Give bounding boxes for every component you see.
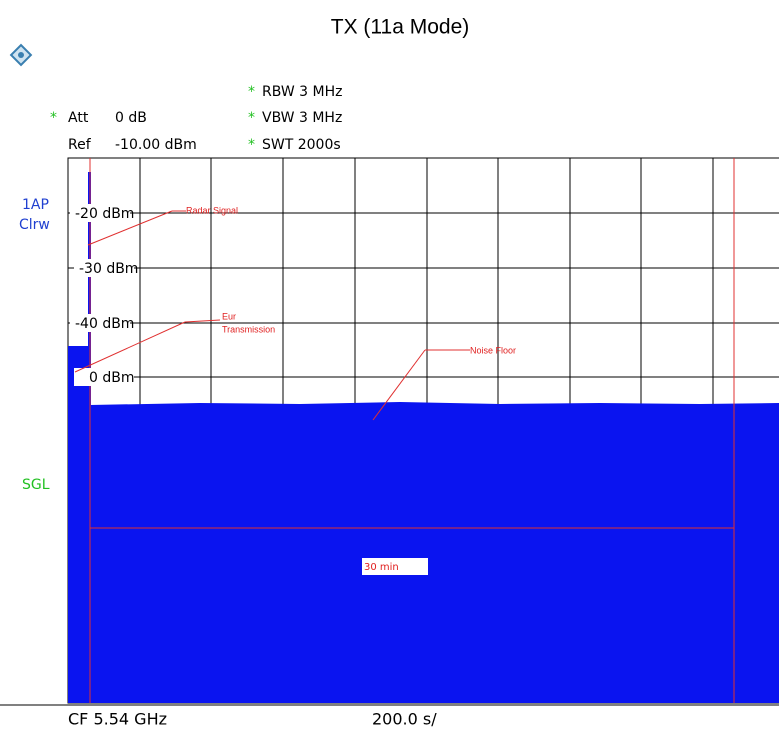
vbw: VBW 3 MHz [262, 110, 342, 126]
annotation: Transmission [222, 324, 275, 334]
annotation: Noise Floor [470, 345, 516, 355]
star: * [248, 137, 255, 153]
title: TX (11a Mode) [331, 16, 470, 39]
marker-label: 30 min [364, 562, 399, 573]
level-label: -30 dBm [79, 261, 138, 277]
star: * [248, 84, 255, 100]
center-frequency: CF 5.54 GHz [68, 710, 167, 729]
trace-label: 1AP [22, 197, 49, 213]
level-label: -40 dBm [75, 316, 134, 332]
star: * [248, 110, 255, 126]
att-value: 0 dB [115, 110, 147, 126]
annotation: Eur [222, 311, 236, 321]
plot: -20 dBm -30 dBm -40 dBm 0 dBm Radar Sign… [67, 157, 779, 704]
ref-value: -10.00 dBm [115, 137, 197, 153]
swt: SWT 2000s [262, 137, 341, 153]
annotation-lines [74, 210, 470, 421]
star: * [50, 110, 57, 126]
att-label: Att [68, 110, 89, 126]
sweep-mode: SGL [22, 477, 50, 493]
level-label: -20 dBm [75, 206, 134, 222]
ref-label: Ref [68, 137, 92, 153]
trace-mode: Clrw [19, 217, 50, 233]
level-label: 0 dBm [89, 370, 135, 386]
logo [9, 43, 33, 67]
sweep-division: 200.0 s/ [372, 710, 437, 729]
rbw: RBW 3 MHz [262, 84, 342, 100]
marker-box [362, 558, 428, 575]
annotation: Radar Signal [186, 205, 238, 215]
